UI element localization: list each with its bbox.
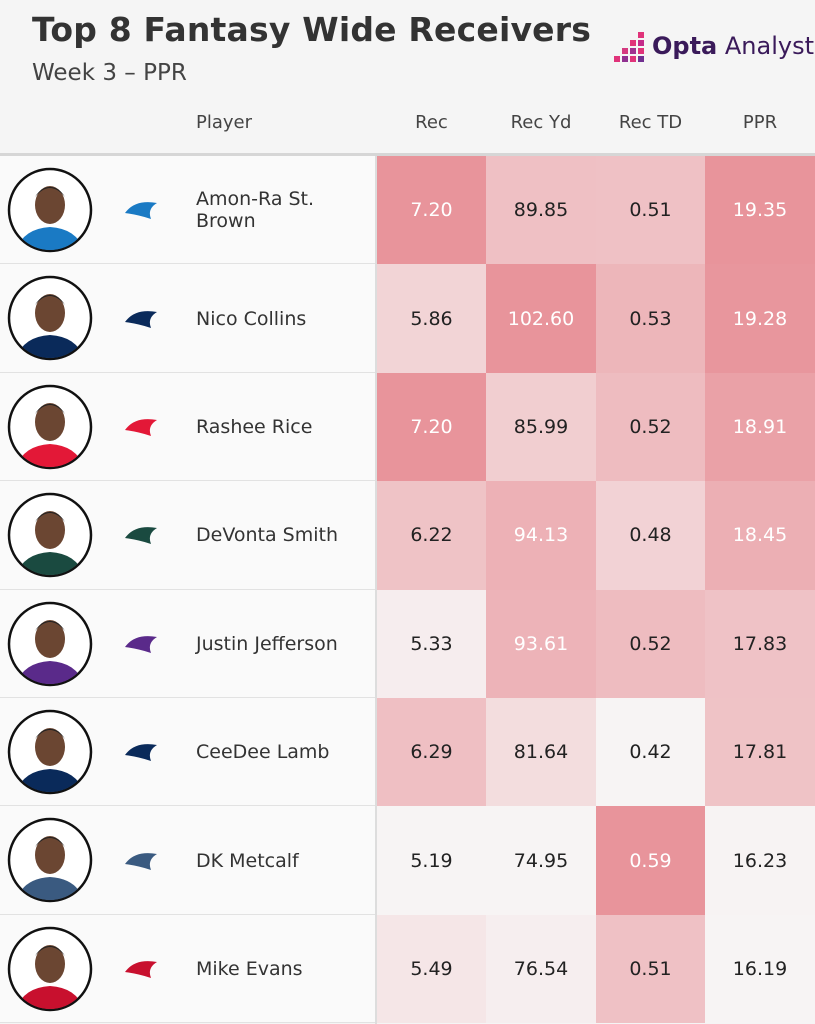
stat-cell: 0.51	[596, 156, 705, 265]
stat-cell: 93.61	[486, 589, 596, 698]
column-header: Rec Yd	[510, 112, 572, 133]
column-header: Rec TD	[618, 112, 683, 133]
stat-cell: 81.64	[486, 698, 596, 807]
team-logo	[125, 635, 157, 653]
player-name: DeVonta Smith	[196, 524, 338, 547]
stat-cell: 6.22	[377, 481, 486, 590]
column-separator	[375, 156, 377, 1024]
stat-cell: 18.91	[705, 372, 815, 482]
column-header: Rec	[415, 112, 448, 133]
player-name: Nico Collins	[196, 307, 307, 330]
stat-cell: 76.54	[486, 914, 596, 1024]
team-logo	[125, 961, 157, 978]
title: Top 8 Fantasy Wide Receivers	[32, 10, 592, 49]
column-header: Player	[196, 112, 253, 133]
subtitle: Week 3 – PPR	[32, 60, 187, 86]
stat-cell: 74.95	[486, 806, 596, 915]
logo-mark	[614, 32, 644, 62]
team-logo	[125, 202, 157, 220]
team-logo	[125, 744, 157, 762]
player-photo	[7, 926, 93, 1012]
player-name: Rashee Rice	[196, 415, 313, 438]
team-logo	[125, 852, 157, 870]
stat-cell: 0.59	[596, 806, 705, 915]
stat-cell: 0.48	[596, 481, 705, 590]
player-name: Justin Jefferson	[196, 632, 338, 655]
stat-cell: 0.52	[596, 589, 705, 698]
stat-cell: 7.20	[377, 372, 486, 482]
stat-cell: 17.81	[705, 698, 815, 807]
player-photo	[7, 818, 93, 903]
stat-cell: 18.45	[705, 481, 815, 590]
player-photo	[7, 276, 93, 361]
stat-cell: 0.42	[596, 698, 705, 807]
player-name: CeeDee Lamb	[196, 741, 330, 764]
player-name: DK Metcalf	[196, 849, 299, 872]
stat-cell: 0.53	[596, 264, 705, 373]
header-separator	[0, 153, 815, 156]
team-logo	[125, 419, 157, 436]
team-logo	[125, 527, 157, 545]
player-photo	[7, 601, 93, 686]
player-photo	[7, 709, 93, 795]
player-name: Amon-Ra St. Brown	[196, 188, 315, 233]
column-header: PPR	[742, 112, 778, 133]
stat-cell: 5.86	[377, 264, 486, 373]
logo-product: Analyst	[724, 32, 815, 60]
stat-cell: 0.52	[596, 372, 705, 482]
stat-cell: 16.19	[705, 914, 815, 1024]
stat-cell: 16.23	[705, 806, 815, 915]
stat-cell: 0.51	[596, 914, 705, 1024]
logo: Opta Analyst	[610, 28, 814, 68]
stat-cell: 19.28	[705, 264, 815, 373]
stat-cell: 102.60	[486, 264, 596, 373]
player-photo	[7, 384, 93, 470]
player-photo	[7, 492, 93, 578]
stat-cell: 19.35	[705, 156, 815, 265]
stat-cell: 5.33	[377, 589, 486, 698]
stat-cell: 6.29	[377, 698, 486, 807]
player-photo	[7, 167, 93, 253]
stat-cell: 5.19	[377, 806, 486, 915]
stat-cell: 89.85	[486, 156, 596, 265]
stat-cell: 7.20	[377, 156, 486, 265]
logo-brand: Opta	[652, 32, 718, 60]
player-name: Mike Evans	[196, 957, 303, 980]
stat-cell: 17.83	[705, 589, 815, 698]
stat-cell: 5.49	[377, 914, 486, 1024]
stat-cell: 94.13	[486, 481, 596, 590]
stat-cell: 85.99	[486, 372, 596, 482]
team-logo	[125, 310, 157, 328]
